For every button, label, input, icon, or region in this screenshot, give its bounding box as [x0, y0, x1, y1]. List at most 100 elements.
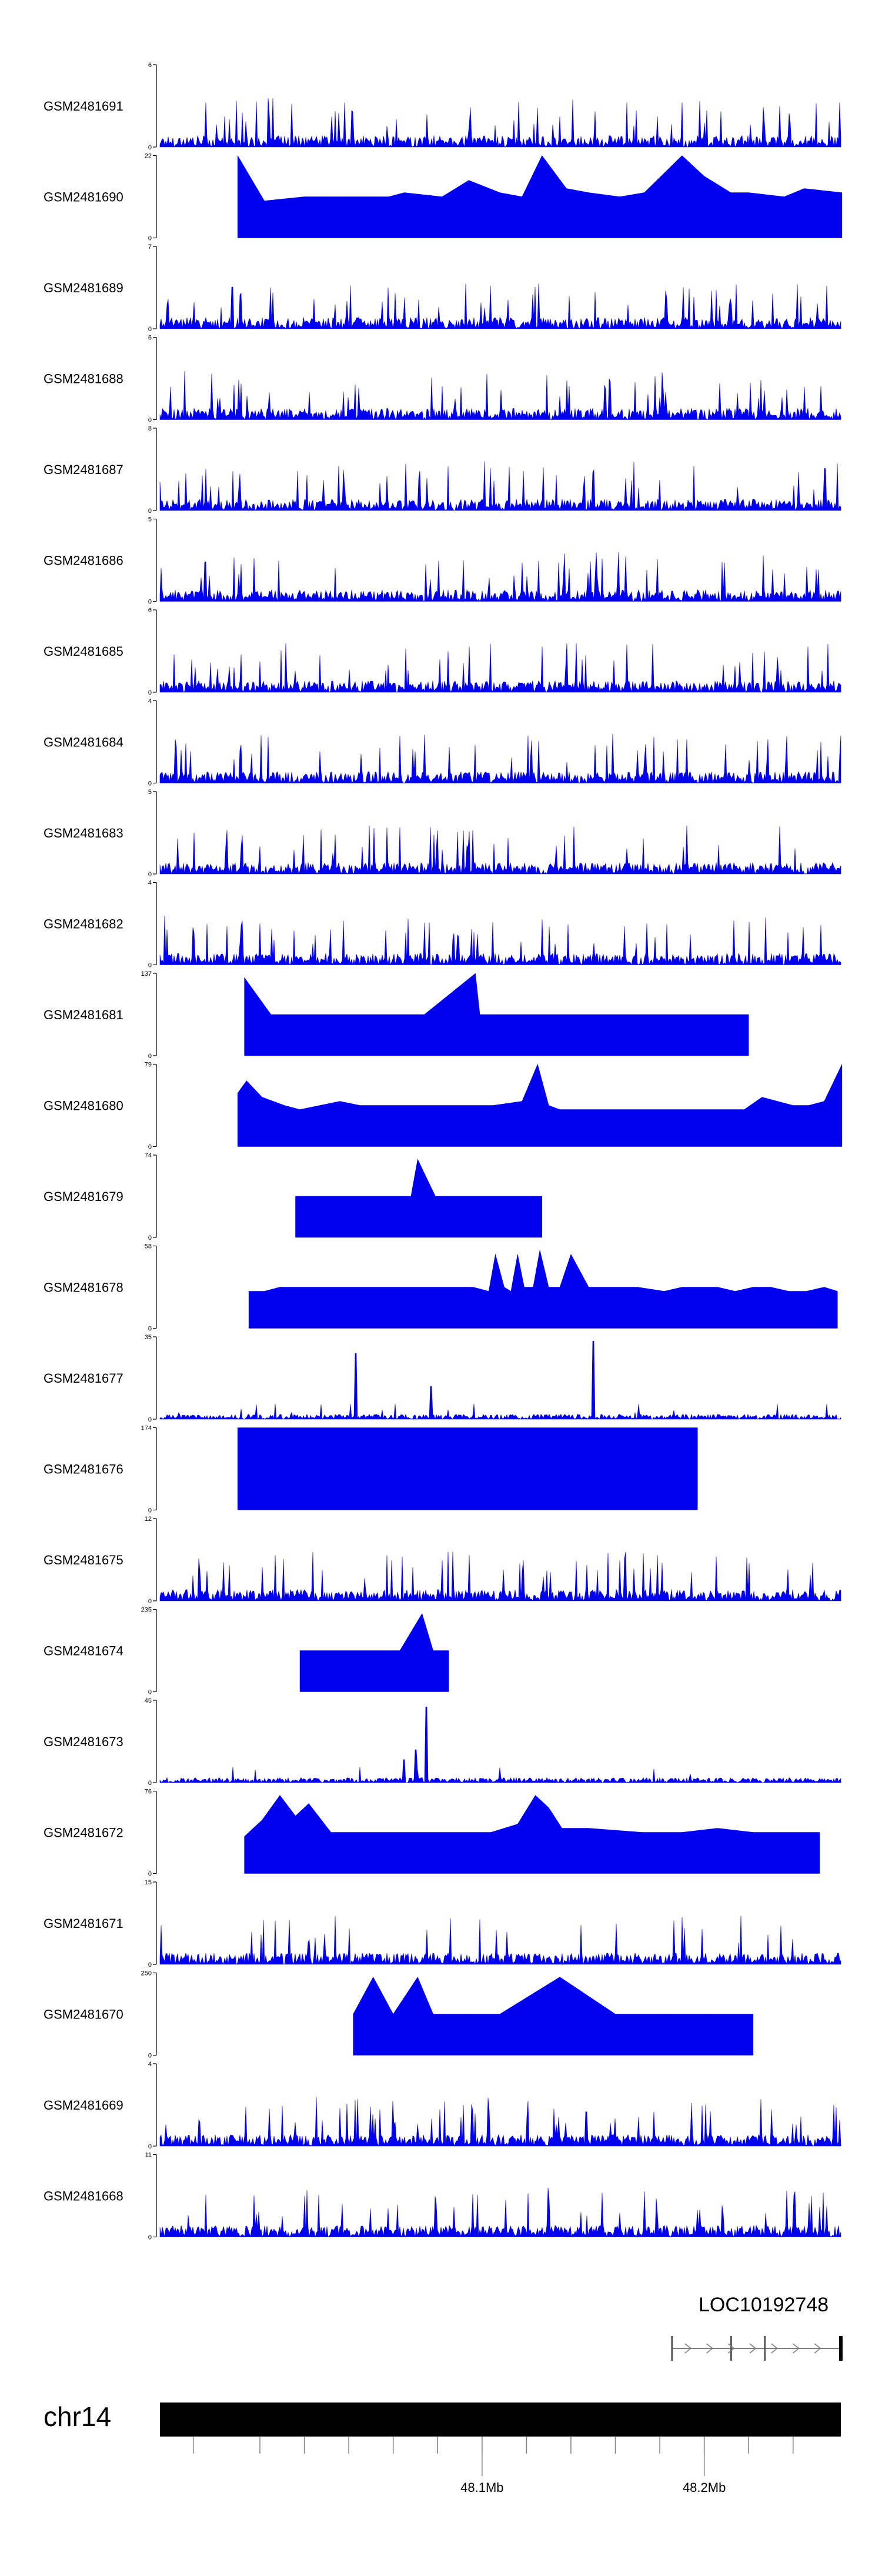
- y-tick-label-max: 235: [141, 1607, 152, 1614]
- coverage-area: [159, 1706, 841, 1784]
- y-tick-label-max: 5: [148, 789, 152, 796]
- y-tick-label-min: 0: [148, 1780, 152, 1787]
- track-label: GSM2481677: [44, 1371, 123, 1386]
- y-tick-label-max: 79: [145, 1062, 152, 1069]
- track-gsm2481669: GSM2481669 4 0: [44, 2061, 841, 2150]
- coverage-area: [295, 1159, 543, 1238]
- track-gsm2481671: GSM2481671 15 0: [44, 1879, 841, 1968]
- track-label: GSM2481688: [44, 372, 123, 386]
- y-tick-label-min: 0: [148, 689, 152, 696]
- strand-arrow: [814, 2343, 821, 2354]
- coverage-area: [159, 1340, 841, 1420]
- y-tick-label-min: 0: [148, 1053, 152, 1060]
- y-tick-label-max: 6: [148, 62, 152, 69]
- track-label: GSM2481685: [44, 644, 123, 659]
- coverage-area: [159, 2187, 841, 2238]
- track-label: GSM2481672: [44, 1826, 123, 1840]
- y-tick-label-min: 0: [148, 326, 152, 333]
- y-tick-label-min: 0: [148, 1598, 152, 1605]
- track-gsm2481673: GSM2481673 45 0: [44, 1697, 841, 1787]
- track-gsm2481672: GSM2481672 76 0: [44, 1788, 820, 1878]
- coverage-area: [159, 461, 841, 511]
- y-tick-label-max: 22: [145, 153, 152, 160]
- coverage-area: [159, 915, 841, 966]
- coverage-area: [159, 283, 841, 329]
- coverage-area: [159, 1551, 841, 1601]
- y-tick-label-min: 0: [148, 417, 152, 424]
- y-tick-label-min: 0: [148, 1689, 152, 1696]
- y-tick-label-max: 11: [145, 2152, 152, 2159]
- track-gsm2481675: GSM2481675 12 0: [44, 1516, 841, 1605]
- y-tick-label-min: 0: [148, 235, 152, 242]
- coverage-area: [244, 973, 749, 1056]
- track-gsm2481683: GSM2481683 5 0: [44, 789, 841, 878]
- coverage-area: [244, 1795, 820, 1874]
- track-label: GSM2481678: [44, 1280, 123, 1295]
- strand-arrow: [749, 2343, 757, 2354]
- axis-tick-label: 48.1Mb: [460, 2480, 503, 2495]
- y-tick-label-max: 250: [141, 1970, 152, 1977]
- track-gsm2481679: GSM2481679 74 0: [44, 1152, 543, 1242]
- track-label: GSM2481687: [44, 462, 123, 477]
- y-tick-label-max: 15: [145, 1879, 152, 1886]
- chromosome-bar: [160, 2403, 841, 2437]
- y-tick-label-min: 0: [148, 2234, 152, 2241]
- y-tick-label-min: 0: [148, 1144, 152, 1151]
- track-label: GSM2481675: [44, 1553, 123, 1567]
- axis-tick-label: 48.2Mb: [683, 2480, 726, 2495]
- track-gsm2481678: GSM2481678 58 0: [44, 1243, 838, 1333]
- gene-exon: [730, 2336, 732, 2361]
- strand-arrow: [793, 2343, 800, 2354]
- track-label: GSM2481691: [44, 99, 123, 114]
- y-tick-label-min: 0: [148, 1234, 152, 1242]
- track-label: GSM2481681: [44, 1007, 123, 1022]
- y-tick-label-max: 4: [148, 2061, 152, 2068]
- gene-exon: [839, 2336, 843, 2361]
- track-gsm2481691: GSM2481691 6 0: [44, 62, 841, 151]
- y-tick-label-min: 0: [148, 1507, 152, 1514]
- y-tick-label-max: 6: [148, 607, 152, 614]
- chromosome-label: chr14: [44, 2401, 111, 2432]
- track-label: GSM2481689: [44, 281, 123, 295]
- gene-name-label: LOC10192748: [699, 2294, 828, 2316]
- track-gsm2481684: GSM2481684 4 0: [44, 698, 841, 788]
- track-gsm2481668: GSM2481668 11 0: [44, 2152, 841, 2241]
- track-gsm2481670: GSM2481670 250 0: [44, 1970, 754, 2060]
- track-label: GSM2481680: [44, 1099, 123, 1113]
- y-tick-label-max: 76: [145, 1788, 152, 1796]
- strand-arrow: [684, 2343, 692, 2354]
- track-label: GSM2481673: [44, 1734, 123, 1749]
- track-gsm2481681: GSM2481681 137 0: [44, 970, 749, 1060]
- gene-exon: [671, 2336, 673, 2361]
- y-tick-label-min: 0: [148, 1416, 152, 1423]
- tracks-group: GSM248169160GSM2481690220GSM248168970GSM…: [44, 62, 843, 2241]
- coverage-area: [248, 1250, 838, 1329]
- chromosome-axis-track: chr14 48.1Mb 48.2Mb: [44, 2401, 841, 2495]
- y-tick-label-min: 0: [148, 871, 152, 878]
- gene-exon: [764, 2336, 766, 2361]
- y-tick-label-max: 6: [148, 335, 152, 342]
- y-tick-label-min: 0: [148, 2053, 152, 2060]
- y-tick-label-max: 58: [145, 1243, 152, 1250]
- track-label: GSM2481686: [44, 553, 123, 568]
- track-label: GSM2481682: [44, 917, 123, 932]
- coverage-area: [237, 1427, 698, 1510]
- track-gsm2481686: GSM2481686 5 0: [44, 516, 841, 606]
- y-tick-label-max: 5: [148, 516, 152, 523]
- y-tick-label-min: 0: [148, 1871, 152, 1878]
- y-tick-label-min: 0: [148, 1326, 152, 1333]
- y-tick-label-min: 0: [148, 2143, 152, 2150]
- coverage-area: [237, 155, 843, 238]
- y-tick-label-max: 74: [145, 1152, 152, 1159]
- track-label: GSM2481671: [44, 1916, 123, 1931]
- track-label: GSM2481690: [44, 190, 123, 205]
- track-label: GSM2481674: [44, 1644, 123, 1659]
- track-gsm2481688: GSM2481688 6 0: [44, 335, 841, 424]
- track-label: GSM2481679: [44, 1189, 123, 1204]
- strand-arrow: [771, 2343, 779, 2354]
- track-gsm2481674: GSM2481674 235 0: [44, 1607, 449, 1696]
- coverage-area: [159, 371, 841, 421]
- y-tick-label-max: 35: [145, 1334, 152, 1341]
- coverage-area: [159, 825, 841, 875]
